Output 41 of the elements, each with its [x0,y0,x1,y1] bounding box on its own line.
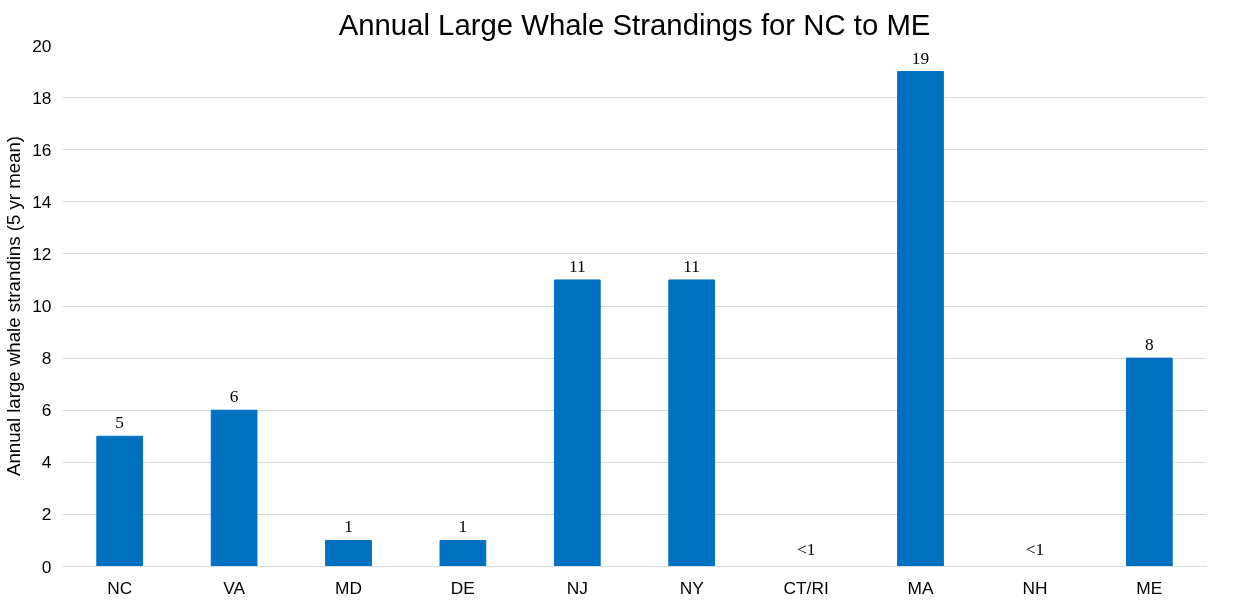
bar [668,279,716,567]
bar [897,71,944,567]
bar [210,409,258,567]
y-tick-label: 6 [41,400,52,421]
x-tick-label: DE [450,577,475,598]
chart-title: Annual Large Whale Strandings for NC to ME [338,7,931,41]
y-tick-label: 16 [32,139,52,160]
data-label: 11 [683,256,701,276]
bar [325,539,372,567]
x-tick-label: VA [223,577,246,598]
x-tick-label: MD [335,577,362,598]
y-tick-label: 2 [41,504,52,525]
data-label: 11 [568,256,586,276]
y-tick-label: 0 [41,556,52,577]
data-label: 19 [911,48,930,68]
x-tick-label: CT/RI [783,577,829,598]
y-tick-label: 12 [32,243,52,264]
data-label: 6 [229,387,239,407]
y-tick-label: 10 [32,296,52,316]
data-label: 8 [1144,335,1154,355]
data-label: 1 [458,517,468,537]
x-tick-label: NJ [566,577,588,598]
y-tick-label: 8 [41,348,52,369]
data-label: 5 [115,413,125,433]
x-tick-label: ME [1136,577,1163,598]
bar [553,279,601,567]
y-tick-label: 20 [32,35,52,56]
y-tick-label: 14 [32,191,52,212]
bar [439,539,487,567]
y-tick-label: 18 [32,87,52,108]
x-tick-label: NC [107,577,133,598]
x-tick-label: NY [679,577,705,598]
data-label: 1 [344,517,353,537]
x-tick-label: NH [1022,577,1048,598]
x-tick-label: MA [907,577,934,598]
y-axis-title: Annual large whale strandins (5 yr mean) [3,135,25,477]
data-label: <1 [796,539,816,559]
bar [96,435,144,567]
y-tick-label: 4 [41,452,52,473]
bar [1125,357,1173,567]
data-label: <1 [1025,539,1045,559]
